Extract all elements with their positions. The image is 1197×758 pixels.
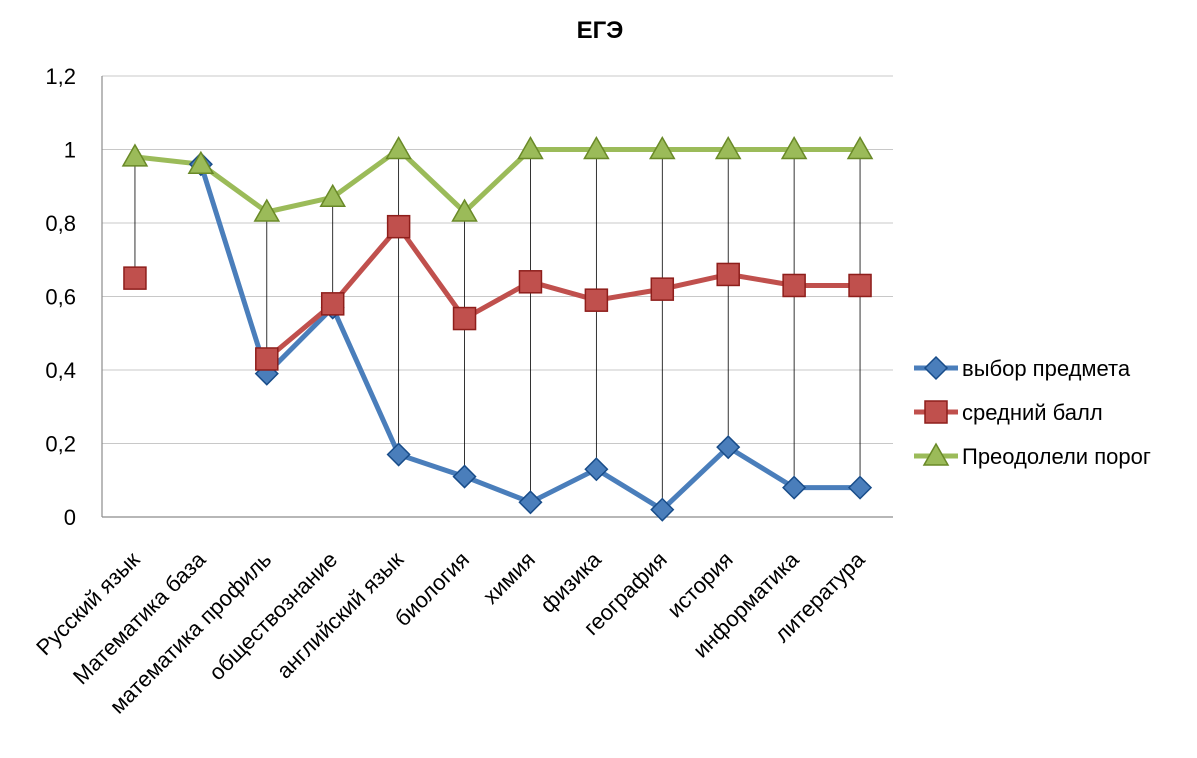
chart-title: ЕГЭ — [577, 17, 624, 44]
legend-label: средний балл — [962, 400, 1103, 425]
data-point-series-1 — [452, 464, 477, 489]
x-tick-label: английский язык — [272, 547, 409, 684]
series-lines — [132, 147, 863, 513]
data-point-series-3 — [780, 135, 808, 160]
y-tick-label: 1 — [64, 138, 76, 163]
data-point-series-2 — [584, 288, 609, 312]
series-markers — [121, 135, 874, 522]
data-point-series-1 — [518, 490, 543, 515]
data-point-series-1 — [386, 442, 411, 467]
y-axis-ticks: 0 0,2 0,4 0,6 0,8 1 1,2 — [45, 64, 76, 530]
data-point-series-3 — [187, 150, 215, 174]
data-point-series-1 — [584, 457, 609, 482]
data-point-series-1 — [650, 497, 675, 522]
y-tick-label: 0 — [64, 505, 76, 530]
gridlines — [101, 75, 893, 518]
data-point-series-1 — [716, 435, 741, 460]
legend-marker-1 — [923, 355, 949, 381]
y-tick-label: 0,8 — [45, 211, 76, 236]
data-point-series-3 — [121, 143, 149, 167]
legend: выбор предмета средний балл Преодолели пор… — [914, 355, 1151, 469]
data-point-series-3 — [517, 135, 544, 160]
data-point-series-1 — [847, 475, 873, 500]
data-point-series-2 — [255, 347, 279, 371]
data-point-series-3 — [319, 183, 347, 208]
data-point-series-2 — [716, 262, 740, 287]
data-point-series-3 — [451, 198, 478, 222]
data-point-series-1 — [782, 475, 807, 500]
data-point-series-2 — [452, 306, 477, 331]
y-tick-label: 0,4 — [45, 358, 76, 383]
data-point-series-3 — [846, 135, 874, 160]
series-line-3 — [132, 147, 863, 215]
legend-label: выбор предмета — [962, 356, 1131, 381]
data-point-series-3 — [385, 135, 412, 160]
data-point-series-2 — [518, 270, 543, 294]
series-line-2 — [264, 224, 863, 362]
legend-marker-2 — [924, 400, 948, 424]
data-point-series-2 — [782, 273, 806, 298]
data-point-series-3 — [714, 135, 742, 160]
data-point-series-2 — [650, 277, 675, 301]
data-point-series-3 — [648, 135, 676, 160]
y-tick-label: 1,2 — [45, 64, 76, 89]
data-point-series-3 — [583, 135, 610, 160]
legend-marker-3 — [922, 442, 950, 466]
drop-lines — [134, 149, 861, 510]
data-point-series-2 — [320, 292, 345, 316]
data-point-series-2 — [848, 273, 872, 298]
data-point-series-3 — [253, 198, 281, 222]
y-tick-label: 0,2 — [45, 432, 76, 457]
data-point-series-2 — [123, 266, 147, 290]
data-point-series-2 — [386, 214, 411, 239]
x-tick-label: химия — [478, 547, 540, 609]
legend-label: Преодолели порог — [962, 444, 1151, 469]
y-tick-label: 0,6 — [45, 285, 76, 310]
